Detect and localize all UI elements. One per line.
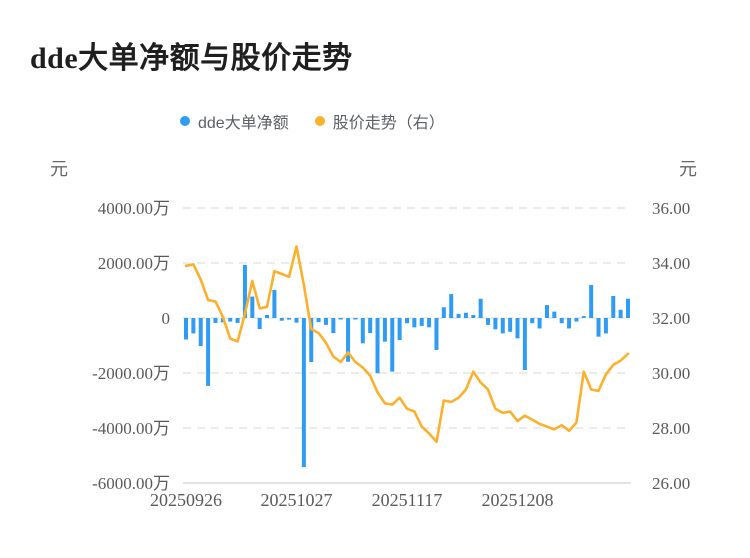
bar	[581, 316, 586, 318]
bar	[272, 289, 277, 318]
bar	[508, 318, 513, 332]
x-axis-tick: 20250926	[150, 490, 222, 510]
bar	[242, 264, 247, 318]
y-axis-tick-left: 2000.00万	[98, 254, 170, 273]
bar	[552, 311, 557, 318]
bar	[309, 318, 314, 362]
bar	[478, 298, 483, 318]
bar	[530, 318, 535, 324]
bar	[412, 318, 417, 328]
bar	[279, 318, 284, 321]
y-axis-tick-left: -6000.00万	[92, 474, 170, 493]
bar	[405, 318, 409, 324]
y-axis-tick-left: 0	[162, 309, 171, 328]
bar	[471, 314, 476, 318]
y-axis-tick-left: 4000.00万	[98, 199, 170, 218]
bar	[316, 318, 321, 323]
bar	[206, 318, 211, 386]
bar	[257, 318, 262, 329]
bar	[397, 318, 402, 340]
legend-dot-bar-icon	[180, 116, 190, 126]
bar	[198, 318, 203, 347]
y-axis-tick-right: 32.00	[652, 309, 690, 328]
bar	[537, 318, 542, 329]
bar	[368, 318, 373, 334]
legend-item-price[interactable]: 股价走势（右）	[314, 109, 445, 133]
bar	[360, 318, 365, 344]
bar	[346, 318, 351, 362]
bar	[301, 318, 306, 468]
y-axis-tick-right: 34.00	[652, 254, 690, 273]
legend-dot-line-icon	[314, 116, 325, 126]
bar	[515, 318, 520, 339]
bar	[323, 318, 328, 325]
legend-label-dde: dde大单净额	[198, 115, 289, 132]
y-axis-tick-right: 36.00	[652, 199, 690, 218]
bar	[522, 318, 527, 370]
bar	[228, 318, 233, 322]
bar	[544, 305, 549, 318]
bar	[589, 285, 594, 318]
bar	[419, 318, 424, 326]
price-line	[184, 245, 630, 444]
bar	[486, 318, 491, 325]
bar	[353, 318, 358, 320]
bar	[596, 318, 601, 337]
bar	[441, 307, 446, 318]
bar	[250, 296, 255, 318]
bar	[331, 318, 336, 334]
bar	[449, 294, 454, 318]
bar	[500, 318, 505, 334]
page-title: dde大单净额与股价走势	[30, 42, 353, 75]
bar	[427, 318, 432, 328]
bar	[611, 296, 616, 318]
bars-series	[184, 264, 630, 468]
bar	[375, 318, 380, 374]
bar	[382, 318, 387, 342]
bar	[626, 298, 630, 318]
y-axis-tick-left: -2000.00万	[92, 364, 170, 383]
legend: dde大单净额 股价走势（右）	[180, 109, 445, 133]
bar	[603, 318, 608, 334]
bar	[294, 318, 299, 323]
legend-label-price: 股价走势（右）	[332, 115, 445, 132]
bar	[184, 318, 188, 340]
bar	[235, 318, 240, 323]
y-axis-tick-left: -4000.00万	[92, 419, 170, 438]
bar	[463, 312, 468, 318]
bar	[567, 318, 572, 329]
legend-item-dde[interactable]: dde大单净额	[180, 109, 289, 133]
bar	[287, 318, 292, 320]
x-axis-tick: 20251027	[261, 490, 333, 510]
bar	[265, 314, 270, 318]
x-axis-tick: 20251208	[482, 490, 554, 510]
x-axis-tick: 20251117	[372, 490, 443, 510]
y-axis-tick-right: 28.00	[652, 419, 690, 438]
bar	[434, 318, 439, 350]
bar	[574, 318, 579, 322]
y-axis-tick-right: 26.00	[652, 474, 690, 493]
bar	[618, 309, 623, 318]
right-axis-unit: 元	[679, 159, 697, 179]
bar	[559, 318, 564, 324]
bar	[390, 318, 395, 372]
bar	[213, 318, 218, 323]
bar	[493, 318, 498, 330]
left-axis-unit: 元	[50, 159, 68, 179]
bar	[338, 318, 343, 320]
bar	[191, 318, 196, 334]
bar	[456, 313, 461, 318]
y-axis-tick-right: 30.00	[652, 364, 690, 383]
